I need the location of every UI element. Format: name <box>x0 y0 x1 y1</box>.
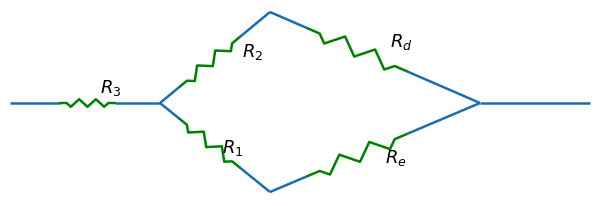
Text: $R_{d}$: $R_{d}$ <box>390 32 413 52</box>
Text: $R_{e}$: $R_{e}$ <box>385 148 407 168</box>
Text: $R_{2}$: $R_{2}$ <box>242 42 263 62</box>
Text: $R_{3}$: $R_{3}$ <box>100 78 121 98</box>
Text: $R_{1}$: $R_{1}$ <box>222 138 244 158</box>
